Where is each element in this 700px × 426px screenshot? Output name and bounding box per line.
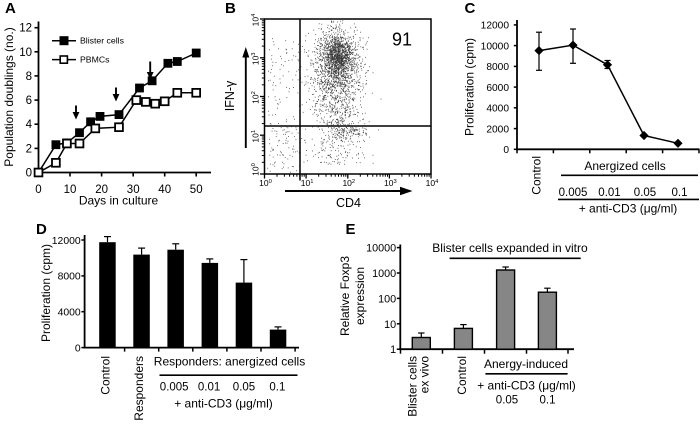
- svg-text:CD4: CD4: [336, 196, 361, 210]
- svg-text:2000: 2000: [486, 124, 509, 135]
- svg-text:103: 103: [384, 178, 397, 188]
- svg-text:0.01: 0.01: [598, 187, 620, 199]
- svg-text:C: C: [465, 0, 476, 17]
- svg-text:0: 0: [75, 343, 81, 354]
- svg-text:2: 2: [26, 143, 32, 155]
- svg-text:0: 0: [503, 145, 509, 156]
- svg-text:PBMCs: PBMCs: [80, 55, 110, 65]
- svg-text:0.05: 0.05: [634, 187, 656, 199]
- svg-text:Anergy-induced: Anergy-induced: [484, 357, 568, 371]
- svg-text:0.005: 0.005: [160, 382, 189, 394]
- svg-text:+ anti-CD3 (μg/ml): + anti-CD3 (μg/ml): [477, 379, 576, 393]
- svg-text:10: 10: [384, 319, 396, 331]
- svg-text:+ anti-CD3 (μg/ml): + anti-CD3 (μg/ml): [579, 202, 678, 216]
- svg-text:E: E: [346, 221, 356, 238]
- svg-text:100: 100: [250, 163, 260, 176]
- svg-text:Control: Control: [455, 356, 469, 395]
- svg-text:100: 100: [378, 293, 396, 305]
- svg-text:Proliferation (cpm): Proliferation (cpm): [463, 38, 477, 136]
- svg-text:0: 0: [26, 168, 32, 180]
- svg-text:0: 0: [35, 184, 41, 196]
- svg-text:IFN-γ: IFN-γ: [223, 80, 237, 111]
- svg-text:12000: 12000: [481, 21, 510, 32]
- svg-text:6000: 6000: [486, 83, 509, 94]
- svg-text:8000: 8000: [486, 62, 509, 73]
- svg-text:104: 104: [426, 178, 439, 188]
- svg-text:10: 10: [19, 47, 32, 59]
- svg-text:30: 30: [127, 184, 140, 196]
- svg-text:B: B: [225, 0, 236, 17]
- svg-text:Control: Control: [530, 156, 544, 195]
- svg-text:10000: 10000: [481, 41, 510, 52]
- svg-text:A: A: [5, 0, 16, 17]
- svg-text:104: 104: [250, 13, 260, 26]
- svg-text:4000: 4000: [486, 104, 509, 115]
- svg-text:4: 4: [26, 119, 33, 131]
- svg-text:ex vivo: ex vivo: [418, 356, 432, 394]
- svg-text:8: 8: [26, 71, 32, 83]
- svg-text:Relative Foxp3: Relative Foxp3: [338, 256, 352, 336]
- svg-text:20: 20: [95, 184, 108, 196]
- svg-text:1000: 1000: [372, 268, 396, 280]
- svg-text:10: 10: [64, 184, 77, 196]
- svg-text:Proliferation (cpm): Proliferation (cpm): [39, 244, 53, 342]
- svg-text:Responders: Responders: [132, 356, 146, 421]
- svg-text:103: 103: [250, 52, 260, 65]
- svg-text:8000: 8000: [58, 272, 81, 283]
- svg-text:91: 91: [392, 30, 412, 50]
- svg-text:0.1: 0.1: [269, 382, 285, 394]
- svg-text:expression: expression: [353, 267, 367, 325]
- svg-text:Responders: anergized cells: Responders: anergized cells: [154, 355, 305, 369]
- svg-text:102: 102: [250, 91, 260, 104]
- svg-text:Control: Control: [99, 356, 113, 395]
- svg-text:50: 50: [190, 184, 203, 196]
- svg-text:0.05: 0.05: [496, 395, 518, 407]
- svg-text:1: 1: [390, 344, 396, 356]
- svg-text:0.1: 0.1: [672, 187, 688, 199]
- svg-text:101: 101: [301, 178, 314, 188]
- svg-text:Blister cells: Blister cells: [80, 36, 125, 46]
- svg-text:0.005: 0.005: [559, 187, 588, 199]
- svg-text:Blister cells expanded in vitr: Blister cells expanded in vitro: [432, 241, 588, 255]
- svg-text:6: 6: [26, 95, 32, 107]
- svg-text:12: 12: [19, 23, 32, 35]
- svg-text:+ anti-CD3 (μg/ml): + anti-CD3 (μg/ml): [174, 397, 273, 411]
- svg-text:Days in culture: Days in culture: [79, 194, 159, 208]
- svg-text:0.01: 0.01: [198, 382, 220, 394]
- svg-text:10000: 10000: [366, 243, 396, 255]
- svg-text:40: 40: [158, 184, 171, 196]
- svg-text:Population doublings (no.): Population doublings (no.): [2, 27, 16, 166]
- svg-text:100: 100: [259, 178, 272, 188]
- svg-text:Blister cells: Blister cells: [406, 356, 420, 417]
- svg-text:0.05: 0.05: [233, 382, 255, 394]
- svg-text:0.1: 0.1: [540, 395, 556, 407]
- svg-text:101: 101: [250, 130, 260, 143]
- svg-text:12000: 12000: [52, 236, 81, 247]
- svg-text:102: 102: [342, 178, 355, 188]
- svg-text:4000: 4000: [58, 308, 81, 319]
- svg-text:Anergized cells: Anergized cells: [584, 159, 665, 173]
- svg-text:D: D: [36, 221, 47, 238]
